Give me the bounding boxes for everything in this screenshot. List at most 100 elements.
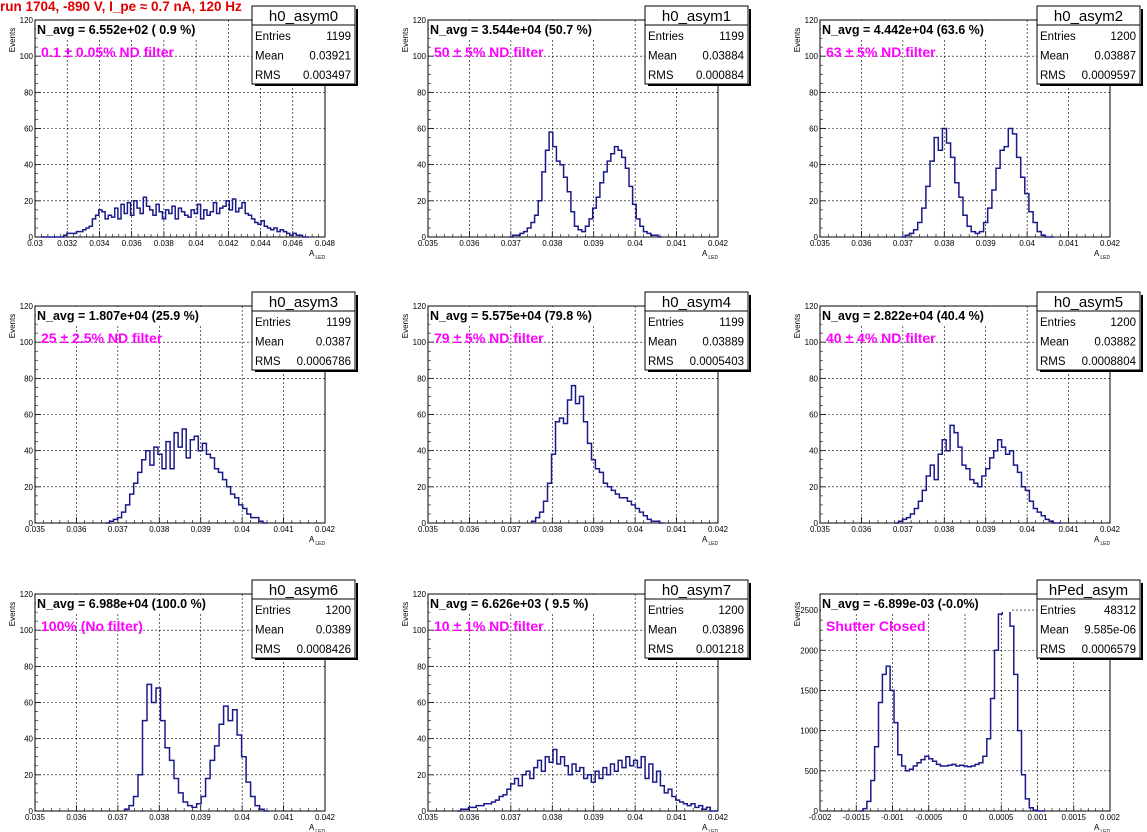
x-tick-label: -0.001	[881, 813, 904, 822]
y-tick-label: 80	[24, 374, 33, 383]
stats-box	[644, 579, 749, 659]
avg-text: N_avg = 4.442e+04 (63.6 %)	[822, 23, 984, 37]
stats-rms-value: 0.003497	[303, 70, 351, 82]
stats-box	[1036, 291, 1141, 371]
x-tick-label: 0.036	[459, 239, 480, 248]
x-axis-label: ALED	[702, 249, 718, 261]
stats-entries-value: 1200	[718, 605, 744, 617]
stats-entries-value: 1199	[719, 317, 744, 329]
x-tick-label: 0.037	[501, 525, 522, 534]
x-axis-label-main: A	[1094, 535, 1100, 544]
x-axis-label-sub: LED	[708, 255, 718, 261]
stats-key: Entries	[648, 31, 684, 43]
x-tick-label: 0.032	[57, 239, 78, 248]
x-tick-label: 0.037	[108, 525, 129, 534]
x-tick-label: 0.04	[627, 525, 643, 534]
y-tick-label: 1000	[800, 727, 818, 736]
x-tick-label: 0.036	[851, 239, 872, 248]
histogram-panel-h0_asym7: 0.035 0.036 0.037 0.038 0.039 0.04 0.041 0.042 0…	[401, 579, 751, 832]
x-tick-label: 0.039	[976, 239, 997, 248]
stats-key: RMS	[255, 70, 281, 82]
histogram-series	[41, 196, 309, 238]
y-tick-label: 20	[24, 771, 33, 780]
filter-note: 79 ± 5% ND filter	[434, 330, 544, 346]
stats-key: Mean	[1040, 625, 1069, 637]
x-axis-label: ALED	[309, 823, 325, 832]
y-tick-label: 40	[24, 735, 33, 744]
histogram-name: h0_asym4	[662, 294, 731, 311]
x-tick-label: 0.041	[1059, 239, 1080, 248]
x-tick-label: 0.036	[122, 239, 143, 248]
y-tick-label: 80	[809, 374, 818, 383]
filter-note: 40 ± 4% ND filter	[826, 330, 936, 346]
histogram-panel-h0_asym3: 0.035 0.036 0.037 0.038 0.039 0.04 0.041 0.042 0…	[8, 291, 358, 547]
run-title: run 1704, -890 V, I_pe ≈ 0.7 nA, 120 Hz	[0, 0, 242, 14]
x-tick-label: 0.044	[251, 239, 272, 248]
x-tick-label: 0.041	[1059, 525, 1080, 534]
stats-rms-value: 0.0006786	[297, 356, 351, 368]
x-tick-label: -0.0005	[915, 813, 943, 822]
histogram-name: h0_asym2	[1054, 8, 1123, 25]
x-axis-label-main: A	[309, 249, 315, 258]
stats-key: Entries	[255, 317, 291, 329]
histogram-series	[859, 601, 1045, 812]
histogram-series	[457, 748, 718, 812]
avg-text: N_avg = 5.575e+04 (79.8 %)	[430, 309, 592, 323]
x-axis-label-main: A	[309, 535, 315, 544]
avg-text: N_avg = 3.544e+04 (50.7 %)	[430, 23, 592, 37]
histogram-series	[509, 131, 662, 238]
x-tick-label: 0.035	[810, 525, 831, 534]
y-tick-label: 120	[413, 16, 427, 25]
x-tick-label: 0.036	[459, 813, 480, 822]
stats-mean-value: 0.03921	[309, 51, 351, 63]
y-tick-label: 40	[417, 735, 426, 744]
y-tick-label: 120	[805, 16, 819, 25]
y-tick-label: 1500	[800, 686, 818, 695]
stats-key: Mean	[648, 337, 677, 349]
y-axis-label: Events	[793, 314, 802, 338]
y-tick-label: 120	[20, 590, 34, 599]
x-tick-label: 0.037	[893, 525, 914, 534]
y-tick-label: 0	[422, 519, 427, 528]
histogram-name: h0_asym6	[269, 582, 338, 599]
x-tick-label: 0.038	[542, 525, 563, 534]
stats-key: RMS	[1040, 644, 1066, 656]
stats-key: Entries	[255, 605, 291, 617]
x-tick-label: 0.036	[851, 525, 872, 534]
x-tick-label: 0.037	[501, 239, 522, 248]
y-tick-label: 0	[422, 807, 427, 816]
x-axis-label: ALED	[1094, 823, 1110, 832]
stats-mean-value: 9.585e-06	[1084, 625, 1136, 637]
y-tick-label: 120	[805, 302, 819, 311]
filter-note: 100% (No filter)	[41, 618, 143, 634]
avg-text-background	[821, 21, 1011, 38]
stats-mean-value: 0.03896	[702, 625, 744, 637]
x-tick-label: 0.041	[667, 813, 688, 822]
x-axis-label: ALED	[702, 535, 718, 547]
stats-key: RMS	[1040, 356, 1066, 368]
stats-key: Mean	[648, 51, 677, 63]
x-tick-label: 0.038	[149, 813, 170, 822]
y-tick-label: 2000	[800, 646, 818, 655]
x-tick-label: 0.042	[218, 239, 239, 248]
histogram-panel-h0_asym6: 0.035 0.036 0.037 0.038 0.039 0.04 0.041 0.042 0…	[8, 579, 358, 832]
stats-key: Entries	[648, 605, 684, 617]
y-tick-label: 20	[417, 771, 426, 780]
y-tick-label: 0	[422, 233, 427, 242]
y-tick-label: 0	[814, 519, 819, 528]
x-tick-label: 0.042	[708, 525, 729, 534]
histogram-name: h0_asym5	[1054, 294, 1123, 311]
y-tick-label: 60	[809, 411, 818, 420]
stats-entries-value: 1200	[325, 605, 351, 617]
filter-note: 0.1 ± 0.05% ND filter	[41, 44, 175, 60]
y-tick-label: 80	[417, 88, 426, 97]
x-tick-label: 0.04	[234, 525, 250, 534]
histogram-name: h0_asym7	[662, 582, 731, 599]
y-tick-label: 20	[417, 197, 426, 206]
avg-text: N_avg = -6.899e-03 (-0.0%)	[822, 597, 979, 611]
x-tick-label: 0.035	[810, 239, 831, 248]
x-tick-label: 0.042	[1100, 525, 1121, 534]
stats-rms-value: 0.0006579	[1082, 644, 1136, 656]
x-tick-label: 0.048	[315, 239, 336, 248]
x-tick-label: 0.0005	[989, 813, 1014, 822]
